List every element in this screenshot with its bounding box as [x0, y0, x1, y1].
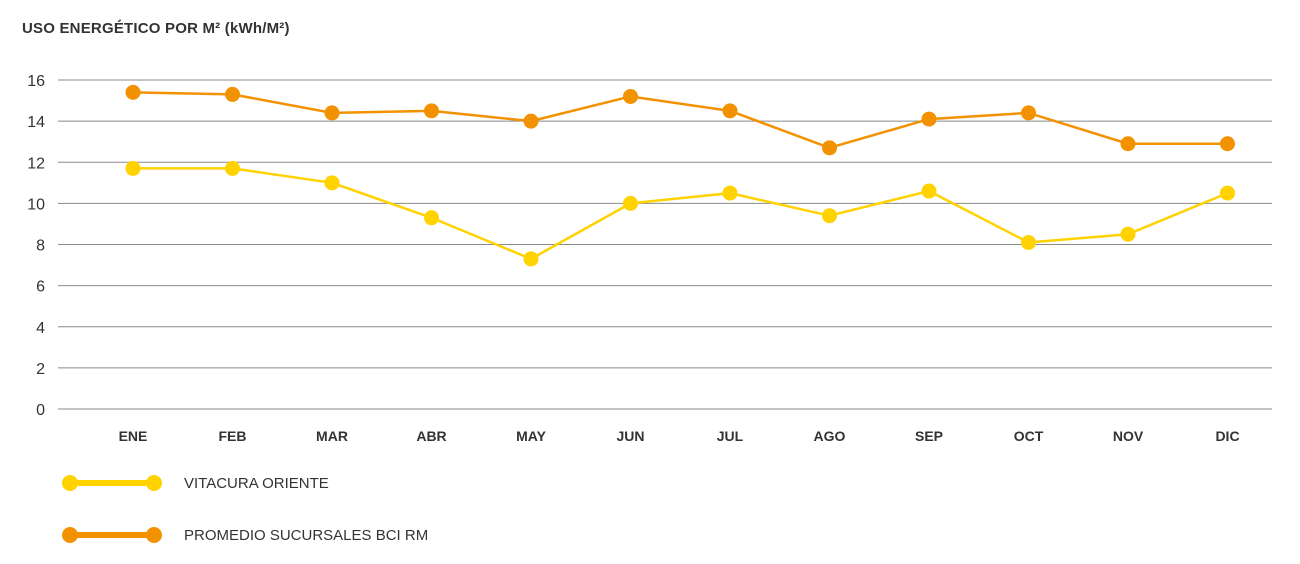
x-tick-label: FEB — [219, 428, 247, 444]
legend-label-vitacura: VITACURA ORIENTE — [184, 474, 329, 492]
data-point-series-1 — [523, 113, 539, 129]
series-line-0 — [133, 167, 1228, 261]
x-tick-label: OCT — [1014, 428, 1044, 444]
legend-item-promedio: PROMEDIO SUCURSALES BCI RM — [62, 523, 428, 547]
data-point-series-0 — [1021, 234, 1036, 250]
x-tick-label: SEP — [915, 428, 943, 444]
data-point-series-0 — [424, 210, 439, 226]
data-point-series-0 — [225, 160, 240, 176]
chart-title: USO ENERGÉTICO POR M² (kWh/M²) — [22, 20, 290, 37]
x-tick-label: JUL — [717, 428, 744, 444]
y-tick-label: 2 — [36, 361, 45, 378]
data-point-series-1 — [623, 88, 638, 104]
legend-swatch-vitacura — [62, 471, 162, 495]
data-point-series-0 — [324, 175, 340, 191]
y-tick-label: 12 — [27, 155, 45, 172]
y-tick-label: 14 — [27, 114, 45, 131]
data-point-series-0 — [623, 195, 638, 211]
y-tick-label: 16 — [27, 73, 45, 90]
y-tick-label: 8 — [36, 238, 45, 255]
x-tick-label: AGO — [814, 428, 846, 444]
legend-label-promedio: PROMEDIO SUCURSALES BCI RM — [184, 526, 429, 544]
x-tick-label: MAR — [316, 428, 348, 444]
data-point-series-1 — [1220, 136, 1235, 152]
data-point-series-0 — [722, 185, 738, 201]
data-point-series-0 — [822, 208, 837, 224]
data-point-series-0 — [523, 251, 539, 267]
data-point-series-1 — [324, 105, 340, 121]
y-tick-label: 10 — [27, 196, 45, 213]
data-point-series-1 — [921, 111, 937, 127]
legend-swatch-promedio — [62, 523, 162, 547]
data-point-series-0 — [1220, 185, 1235, 201]
data-point-series-1 — [822, 140, 837, 156]
x-tick-label: MAY — [516, 428, 546, 444]
data-point-series-0 — [125, 160, 141, 176]
y-tick-label: 6 — [36, 279, 45, 296]
data-point-series-0 — [1120, 226, 1136, 242]
series-line-1 — [132, 91, 1228, 150]
data-point-series-1 — [125, 84, 141, 100]
data-point-series-1 — [424, 103, 439, 119]
data-point-series-1 — [225, 86, 240, 102]
x-tick-label: NOV — [1113, 428, 1144, 444]
data-point-series-1 — [722, 103, 738, 119]
x-tick-label: ABR — [416, 428, 446, 444]
data-point-series-1 — [1021, 105, 1036, 121]
data-point-series-0 — [921, 183, 937, 199]
x-tick-label: ENE — [119, 428, 148, 444]
y-tick-label: 0 — [36, 402, 45, 419]
data-point-series-1 — [1120, 136, 1136, 152]
y-tick-label: 4 — [36, 320, 45, 337]
x-tick-label: JUN — [616, 428, 644, 444]
x-tick-label: DIC — [1215, 428, 1239, 444]
legend-item-vitacura: VITACURA ORIENTE — [62, 471, 329, 495]
